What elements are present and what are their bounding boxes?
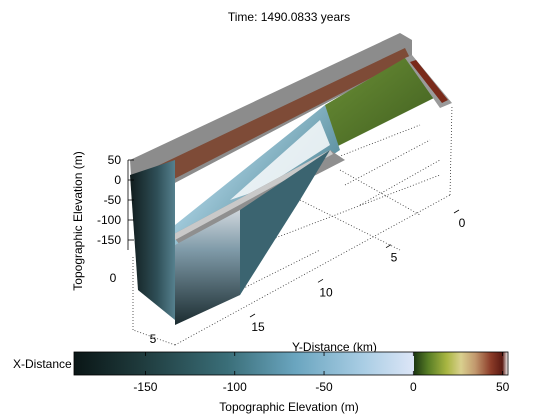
axes-box <box>132 104 453 346</box>
z-tick-label: -100 <box>97 213 121 227</box>
colorbar-positive <box>414 352 508 375</box>
terrain-plateau <box>325 58 440 150</box>
terrain-surface <box>130 33 452 325</box>
z-tick-label: 50 <box>108 153 122 167</box>
y-tick-mark <box>249 313 256 318</box>
terrain-front-ridge-highlight <box>172 150 333 240</box>
terrain-channel-bright <box>230 120 330 200</box>
x-axis-ticks: 05 <box>110 271 157 346</box>
x-tick-label: 5 <box>150 332 157 346</box>
y-tick-label: 10 <box>319 285 333 299</box>
y-tick-label: 15 <box>251 320 265 334</box>
colorbar-label: Topographic Elevation (m) <box>219 400 358 414</box>
terrain-left-face <box>175 210 240 325</box>
colorbar-tick-label: -50 <box>315 380 333 394</box>
z-axis-label: Topographic Elevation (m) <box>71 151 85 290</box>
chart-title: Time: 1490.0833 years <box>228 10 350 24</box>
colorbar-frame <box>73 351 509 376</box>
y-tick-mark <box>453 209 460 214</box>
colorbar-tick-label: -150 <box>133 380 157 394</box>
colorbar-tick-label: -100 <box>223 380 247 394</box>
z-tick-label: -50 <box>104 193 122 207</box>
z-axis: 50 0 -50 -100 -150 Topographic Elevation (m) <box>71 151 134 291</box>
y-tick-label: 5 <box>391 251 398 265</box>
terrain-inner-slope <box>240 150 330 295</box>
colorbar-tick-label: 50 <box>496 380 510 394</box>
colorbar-tick-label: 0 <box>410 380 417 394</box>
colorbar: -150 -100 -50 0 50 Topographic Elevation (m) <box>73 351 510 414</box>
y-axis-ticks: 0 5 10 15 <box>249 209 466 334</box>
terrain-rim-band <box>410 60 448 103</box>
z-tick-label: -150 <box>97 233 121 247</box>
terrain-back-wall-band <box>132 48 410 200</box>
colorbar-ticks: -150 -100 -50 0 50 <box>133 352 510 394</box>
x-tick-label: 0 <box>110 271 117 285</box>
colorbar-negative <box>74 352 414 375</box>
terrain-left-wall <box>130 160 175 320</box>
y-axis-label: Y-Distance (km) <box>292 340 377 354</box>
y-tick-mark <box>317 278 324 283</box>
z-tick-label: 0 <box>114 173 121 187</box>
y-tick-mark <box>385 244 392 249</box>
y-tick-label: 0 <box>459 216 466 230</box>
z-axis-ticks: 50 0 -50 -100 -150 <box>97 153 134 247</box>
